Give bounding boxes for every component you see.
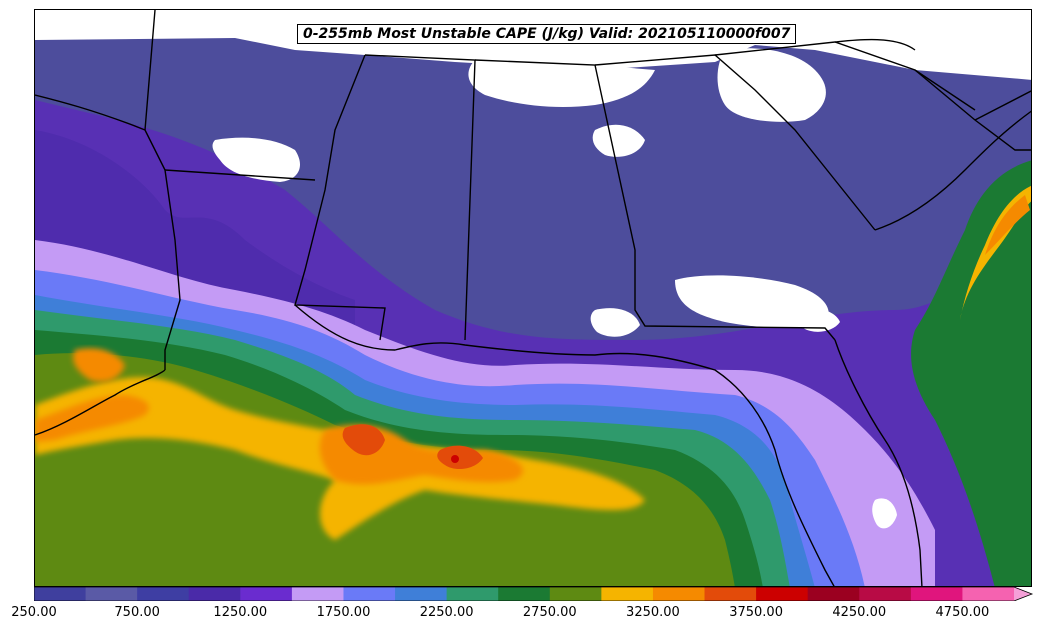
map-title: 0-255mb Most Unstable CAPE (J/kg) Valid:… <box>297 24 797 44</box>
colorbar-tick-label: 250.00 <box>11 605 57 620</box>
map-frame: 0-255mb Most Unstable CAPE (J/kg) Valid:… <box>34 9 1032 587</box>
colorbar-segment <box>756 587 809 601</box>
colorbar-tick-label: 2250.00 <box>419 605 474 620</box>
colorbar-extend-arrow <box>1014 587 1032 601</box>
colorbar-segment <box>85 587 138 601</box>
colorbar-segment <box>343 587 396 601</box>
colorbar-segment <box>395 587 448 601</box>
colorbar-segment <box>291 587 344 601</box>
colorbar-segment <box>962 587 1015 601</box>
colorbar-segment <box>446 587 499 601</box>
colorbar-segment <box>240 587 293 601</box>
colorbar-tick-label: 2750.00 <box>522 605 577 620</box>
colorbar-segment <box>34 587 87 601</box>
colorbar-segment <box>137 587 190 601</box>
colorbar-segment <box>807 587 860 601</box>
colorbar-tick-label: 3750.00 <box>729 605 783 620</box>
boundaries <box>35 10 1031 586</box>
colorbar-segment <box>498 587 551 601</box>
colorbar-segment <box>601 587 654 601</box>
colorbar-segment <box>704 587 757 601</box>
colorbar-tick-label: 1250.00 <box>213 605 268 620</box>
colorbar-segment <box>652 587 706 601</box>
colorbar-tick-label: 1750.00 <box>316 605 371 620</box>
cape-field-map <box>35 10 1031 586</box>
colorbar-tick-label: 750.00 <box>114 605 160 620</box>
colorbar-segment <box>859 587 912 601</box>
colorbar-segment <box>549 587 602 601</box>
colorbar <box>34 587 1034 601</box>
colorbar-tick-label: 4750.00 <box>935 605 990 620</box>
colorbar-tick-label: 4250.00 <box>832 605 887 620</box>
colorbar-outline <box>34 587 1034 601</box>
colorbar-segment <box>188 587 241 601</box>
colorbar-tick-label: 3250.00 <box>626 605 680 620</box>
colorbar-segments <box>34 587 1034 601</box>
cape-contours <box>35 38 1031 586</box>
colorbar-segment <box>910 587 963 601</box>
